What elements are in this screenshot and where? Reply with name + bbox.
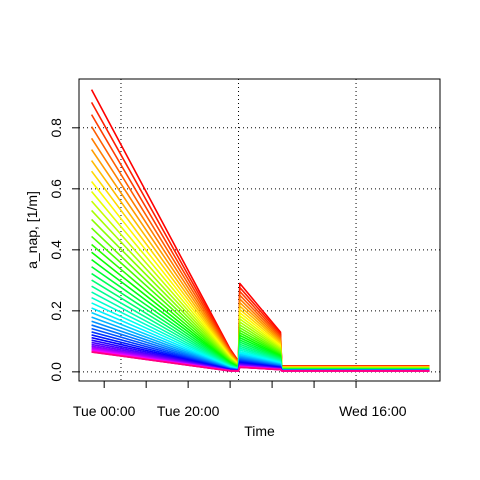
y-tick-label: 0.6 (48, 179, 64, 199)
series-lines (90, 89, 430, 372)
y-tick-label: 0.4 (48, 240, 64, 260)
y-tick-label: 0.8 (48, 118, 64, 138)
axes: Tue 00:00 Tue 20:00 Wed 16:00 0.0 0.2 0.4 0.6 0… (48, 118, 407, 419)
y-axis-title: a_nap, [1/m] (24, 191, 40, 269)
x-tick-label: Tue 20:00 (157, 403, 220, 419)
y-tick-label: 0.2 (48, 301, 64, 321)
y-tick-label: 0.0 (48, 362, 64, 382)
series-line (91, 351, 430, 372)
x-tick-label: Tue 00:00 (73, 403, 136, 419)
x-axis-title: Time (244, 423, 275, 439)
x-tick-label: Wed 16:00 (339, 403, 407, 419)
plot-frame (78, 78, 441, 382)
